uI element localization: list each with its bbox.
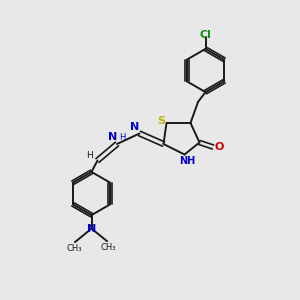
Text: N: N (108, 132, 117, 142)
Text: H: H (86, 152, 92, 160)
Text: S: S (157, 116, 165, 127)
Text: Cl: Cl (200, 30, 211, 40)
Text: CH₃: CH₃ (66, 244, 82, 253)
Text: H: H (119, 133, 126, 142)
Text: CH₃: CH₃ (100, 243, 116, 252)
Text: N: N (130, 122, 140, 132)
Text: N: N (87, 224, 96, 234)
Text: NH: NH (179, 156, 196, 166)
Text: O: O (215, 142, 224, 152)
